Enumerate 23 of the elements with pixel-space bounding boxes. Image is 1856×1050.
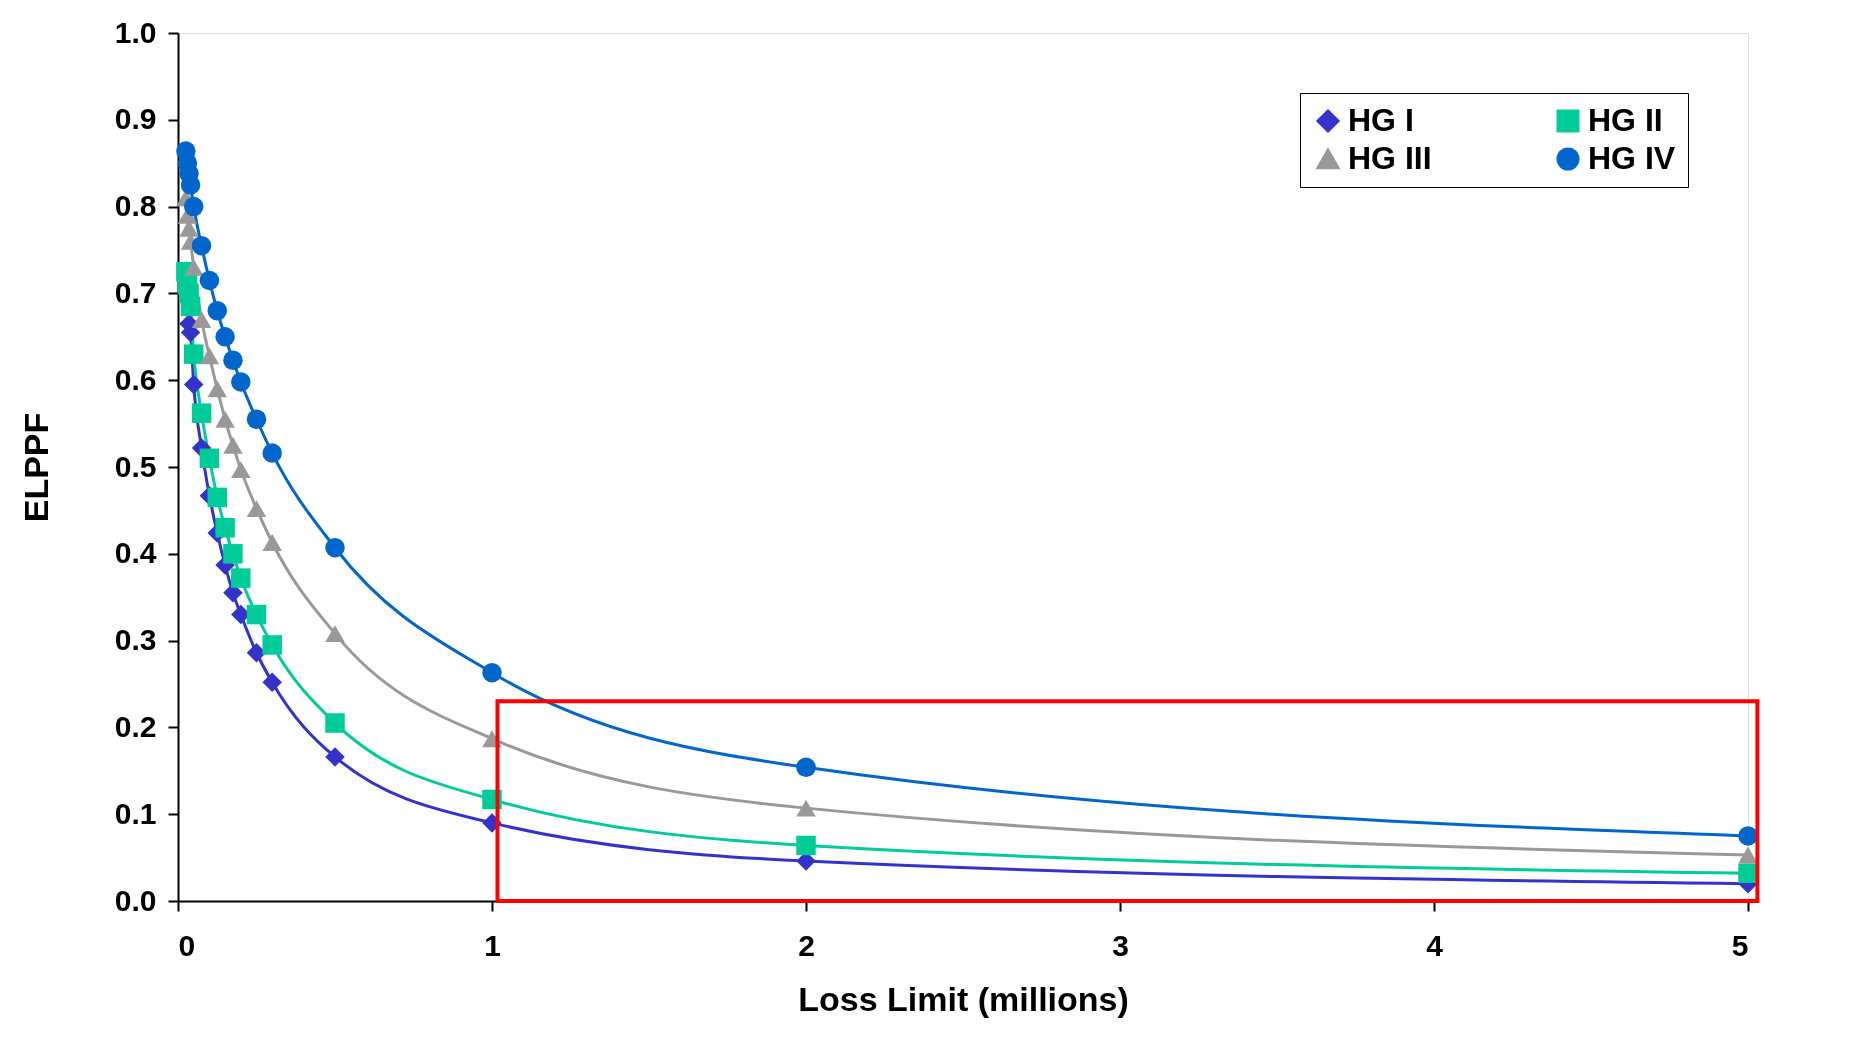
x-tick-label: 1 [484, 928, 501, 962]
y-tick-label: 0.1 [114, 796, 157, 830]
legend-label: HG II [1588, 102, 1663, 138]
x-tick-label: 3 [1112, 928, 1129, 962]
x-tick-label: 4 [1426, 928, 1444, 962]
y-tick-label: 0.9 [114, 102, 157, 136]
x-tick-label: 0 [178, 928, 196, 962]
x-tick-label: 2 [798, 928, 815, 962]
y-tick-label: 1.0 [114, 15, 157, 49]
y-tick-label: 0.4 [114, 536, 157, 570]
x-axis-title: Loss Limit (millions) [798, 979, 1129, 1018]
y-tick-label: 0.2 [114, 709, 157, 743]
y-tick-label: 0.3 [114, 623, 157, 657]
y-axis-title: ELPPF [16, 412, 55, 523]
x-tick-label: 5 [1731, 928, 1749, 962]
y-tick-label: 0.6 [114, 362, 157, 396]
y-tick-label: 0.5 [114, 449, 157, 483]
y-tick-label: 0.8 [114, 189, 157, 223]
legend-label: HG I [1348, 102, 1414, 138]
y-tick-label: 0.7 [114, 275, 157, 309]
legend-label: HG IV [1588, 140, 1676, 176]
legend-label: HG III [1348, 140, 1432, 176]
y-tick-label: 0.0 [114, 883, 157, 917]
